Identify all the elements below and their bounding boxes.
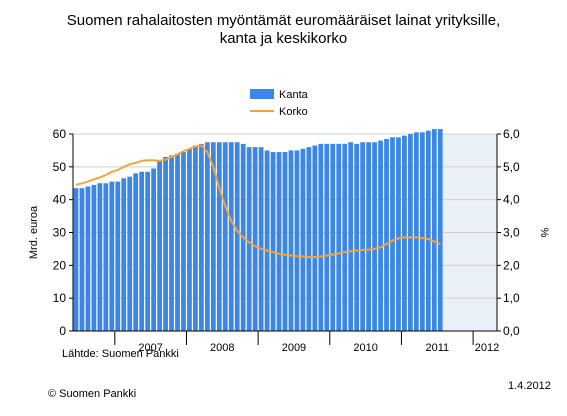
bar-kanta xyxy=(79,188,85,331)
tick-label-x: 2009 xyxy=(282,342,306,354)
bar-kanta xyxy=(258,147,264,331)
bar-kanta xyxy=(193,145,198,331)
bar-kanta xyxy=(294,150,300,331)
bar-kanta xyxy=(390,137,395,331)
bar-kanta xyxy=(348,142,354,331)
bar-kanta xyxy=(175,153,180,331)
bar-kanta xyxy=(145,171,151,331)
bar-kanta xyxy=(425,130,431,331)
legend-label-kanta: Kanta xyxy=(279,89,309,101)
tick-label-y-right: 0,0 xyxy=(503,324,520,338)
y-axis-label-right: % xyxy=(538,228,550,238)
tick-label-y-right: 2,0 xyxy=(503,258,520,272)
bar-kanta xyxy=(342,143,348,331)
bar-kanta xyxy=(252,147,258,331)
tick-label-y-left: 50 xyxy=(53,160,67,174)
copyright-note: © Suomen Pankki xyxy=(48,388,137,400)
bar-kanta xyxy=(324,143,330,331)
bar-kanta xyxy=(222,142,228,331)
chart-title-line2: kanta ja keskikorko xyxy=(219,30,348,47)
tick-label-y-right: 6,0 xyxy=(503,127,520,141)
tick-label-y-right: 5,0 xyxy=(503,160,520,174)
bar-kanta xyxy=(121,178,127,331)
bar-kanta xyxy=(354,143,360,331)
bar-kanta xyxy=(216,142,222,331)
bar-kanta xyxy=(91,184,97,331)
bar-kanta xyxy=(157,160,162,331)
bar-kanta xyxy=(437,129,443,331)
tick-label-x: 2007 xyxy=(138,342,162,354)
bar-kanta xyxy=(408,134,413,331)
y-axis-label-left: Mrd. euroa xyxy=(28,205,40,259)
bar-kanta xyxy=(282,152,288,331)
tick-label-y-right: 1,0 xyxy=(503,291,520,305)
bar-kanta xyxy=(127,176,133,331)
bar-kanta xyxy=(139,171,145,331)
chart-title-line1: Suomen rahalaitosten myöntämät euromäärä… xyxy=(66,12,501,29)
bar-kanta xyxy=(228,142,234,331)
bar-kanta xyxy=(431,129,437,331)
legend-label-korko: Korko xyxy=(279,106,308,118)
bar-kanta xyxy=(372,142,377,331)
tick-label-x: 2012 xyxy=(475,342,499,354)
legend-swatch-kanta xyxy=(250,89,274,99)
tick-label-y-left: 40 xyxy=(53,193,67,207)
bar-kanta xyxy=(103,183,109,331)
chart-title: Suomen rahalaitosten myöntämät euromäärä… xyxy=(0,12,567,48)
tick-label-x: 2010 xyxy=(353,342,377,354)
bar-kanta xyxy=(187,148,192,331)
bar-kanta xyxy=(330,143,336,331)
bar-kanta xyxy=(109,181,115,331)
tick-label-y-right: 3,0 xyxy=(503,226,520,240)
tick-label-y-left: 60 xyxy=(53,127,67,141)
tick-label-y-left: 20 xyxy=(53,258,67,272)
bar-kanta xyxy=(419,132,425,331)
tick-label-y-left: 10 xyxy=(53,291,67,305)
bar-kanta xyxy=(97,183,103,331)
bar-kanta xyxy=(378,140,383,331)
bar-kanta xyxy=(413,132,419,331)
tick-label-x: 2008 xyxy=(210,342,234,354)
bar-kanta xyxy=(73,188,79,331)
bar-kanta xyxy=(246,147,252,331)
bar-kanta xyxy=(169,155,174,331)
date-stamp: 1.4.2012 xyxy=(508,380,551,392)
tick-label-y-right: 4,0 xyxy=(503,193,520,207)
bar-kanta xyxy=(396,137,401,331)
tick-label-x: 2011 xyxy=(425,342,449,354)
bar-kanta xyxy=(276,152,282,331)
line-korko xyxy=(75,144,441,259)
bar-kanta xyxy=(85,186,91,331)
bar-kanta xyxy=(210,142,216,331)
bar-kanta xyxy=(199,143,204,331)
bar-kanta xyxy=(360,142,366,331)
bar-kanta xyxy=(270,152,276,331)
bar-kanta xyxy=(366,142,371,331)
bar-kanta xyxy=(288,150,294,331)
bar-kanta xyxy=(151,168,157,331)
bar-kanta xyxy=(133,173,139,331)
source-note: Lähtde: Suomen Pankki xyxy=(62,348,179,360)
bar-kanta xyxy=(204,142,210,331)
bar-kanta xyxy=(336,143,342,331)
bar-kanta xyxy=(312,145,318,331)
bar-kanta xyxy=(306,147,312,331)
bar-kanta xyxy=(115,181,121,331)
bar-kanta xyxy=(234,142,240,331)
tick-label-y-left: 0 xyxy=(59,324,66,338)
bar-kanta xyxy=(264,150,270,331)
bar-kanta xyxy=(384,138,389,331)
bar-kanta xyxy=(163,156,168,331)
tick-label-y-left: 30 xyxy=(53,226,67,240)
bar-kanta xyxy=(318,143,324,331)
bar-kanta xyxy=(402,135,407,331)
bar-kanta xyxy=(181,152,186,331)
bar-kanta xyxy=(300,148,306,331)
